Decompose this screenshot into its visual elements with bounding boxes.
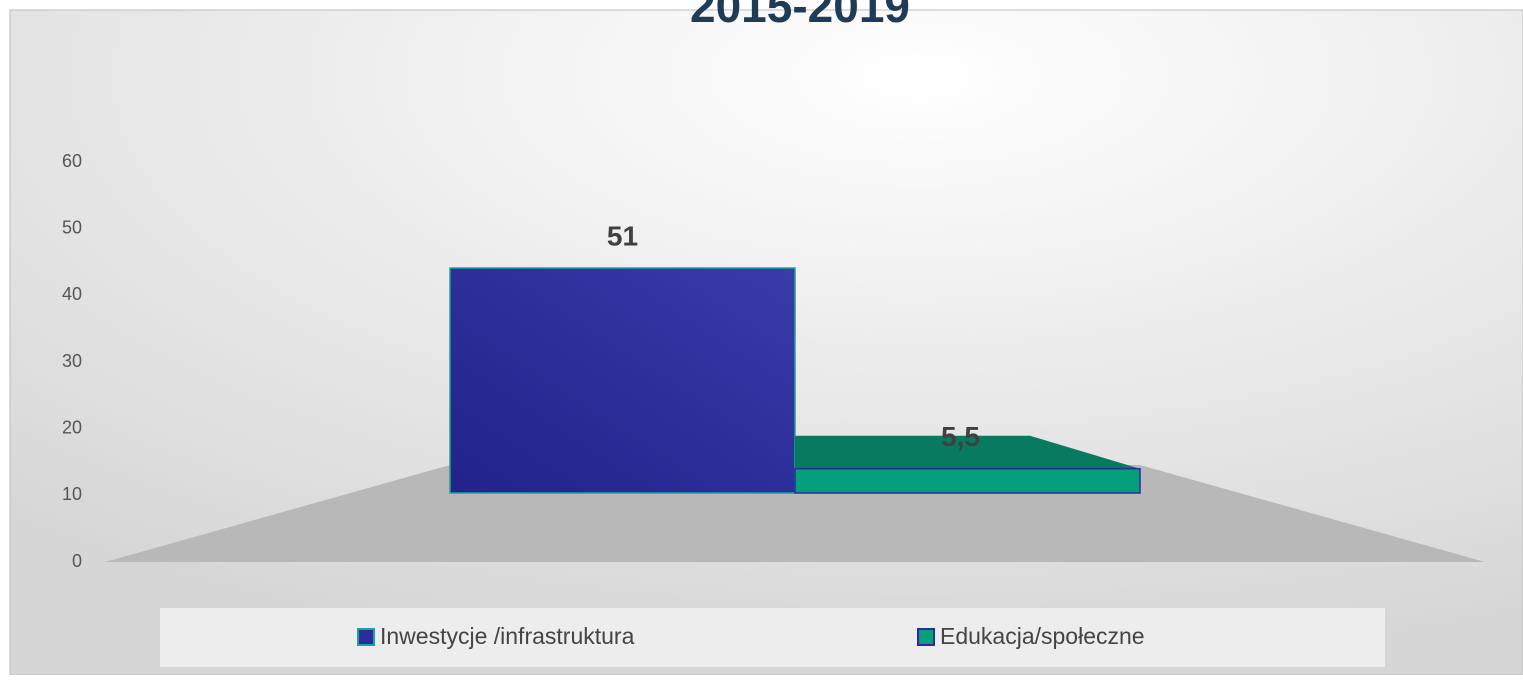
legend-label: Inwestycje /infrastruktura xyxy=(380,623,635,649)
data-label: 51 xyxy=(607,220,638,251)
legend-swatch xyxy=(917,628,935,646)
y-tick-label: 40 xyxy=(62,284,82,304)
legend-box xyxy=(160,608,1385,667)
y-tick-label: 50 xyxy=(62,217,82,237)
bar-top xyxy=(795,435,1140,469)
bar xyxy=(794,467,1141,494)
y-tick-label: 0 xyxy=(72,551,82,571)
y-tick-label: 10 xyxy=(62,484,82,504)
legend-label: Edukacja/społeczne xyxy=(940,623,1145,649)
legend-swatch xyxy=(357,628,375,646)
bar xyxy=(449,267,796,494)
y-tick-label: 60 xyxy=(62,151,82,171)
y-tick-label: 30 xyxy=(62,351,82,371)
y-tick-label: 20 xyxy=(62,417,82,437)
data-label: 5,5 xyxy=(941,421,980,452)
chart-title: 2015-2019 xyxy=(690,0,910,32)
